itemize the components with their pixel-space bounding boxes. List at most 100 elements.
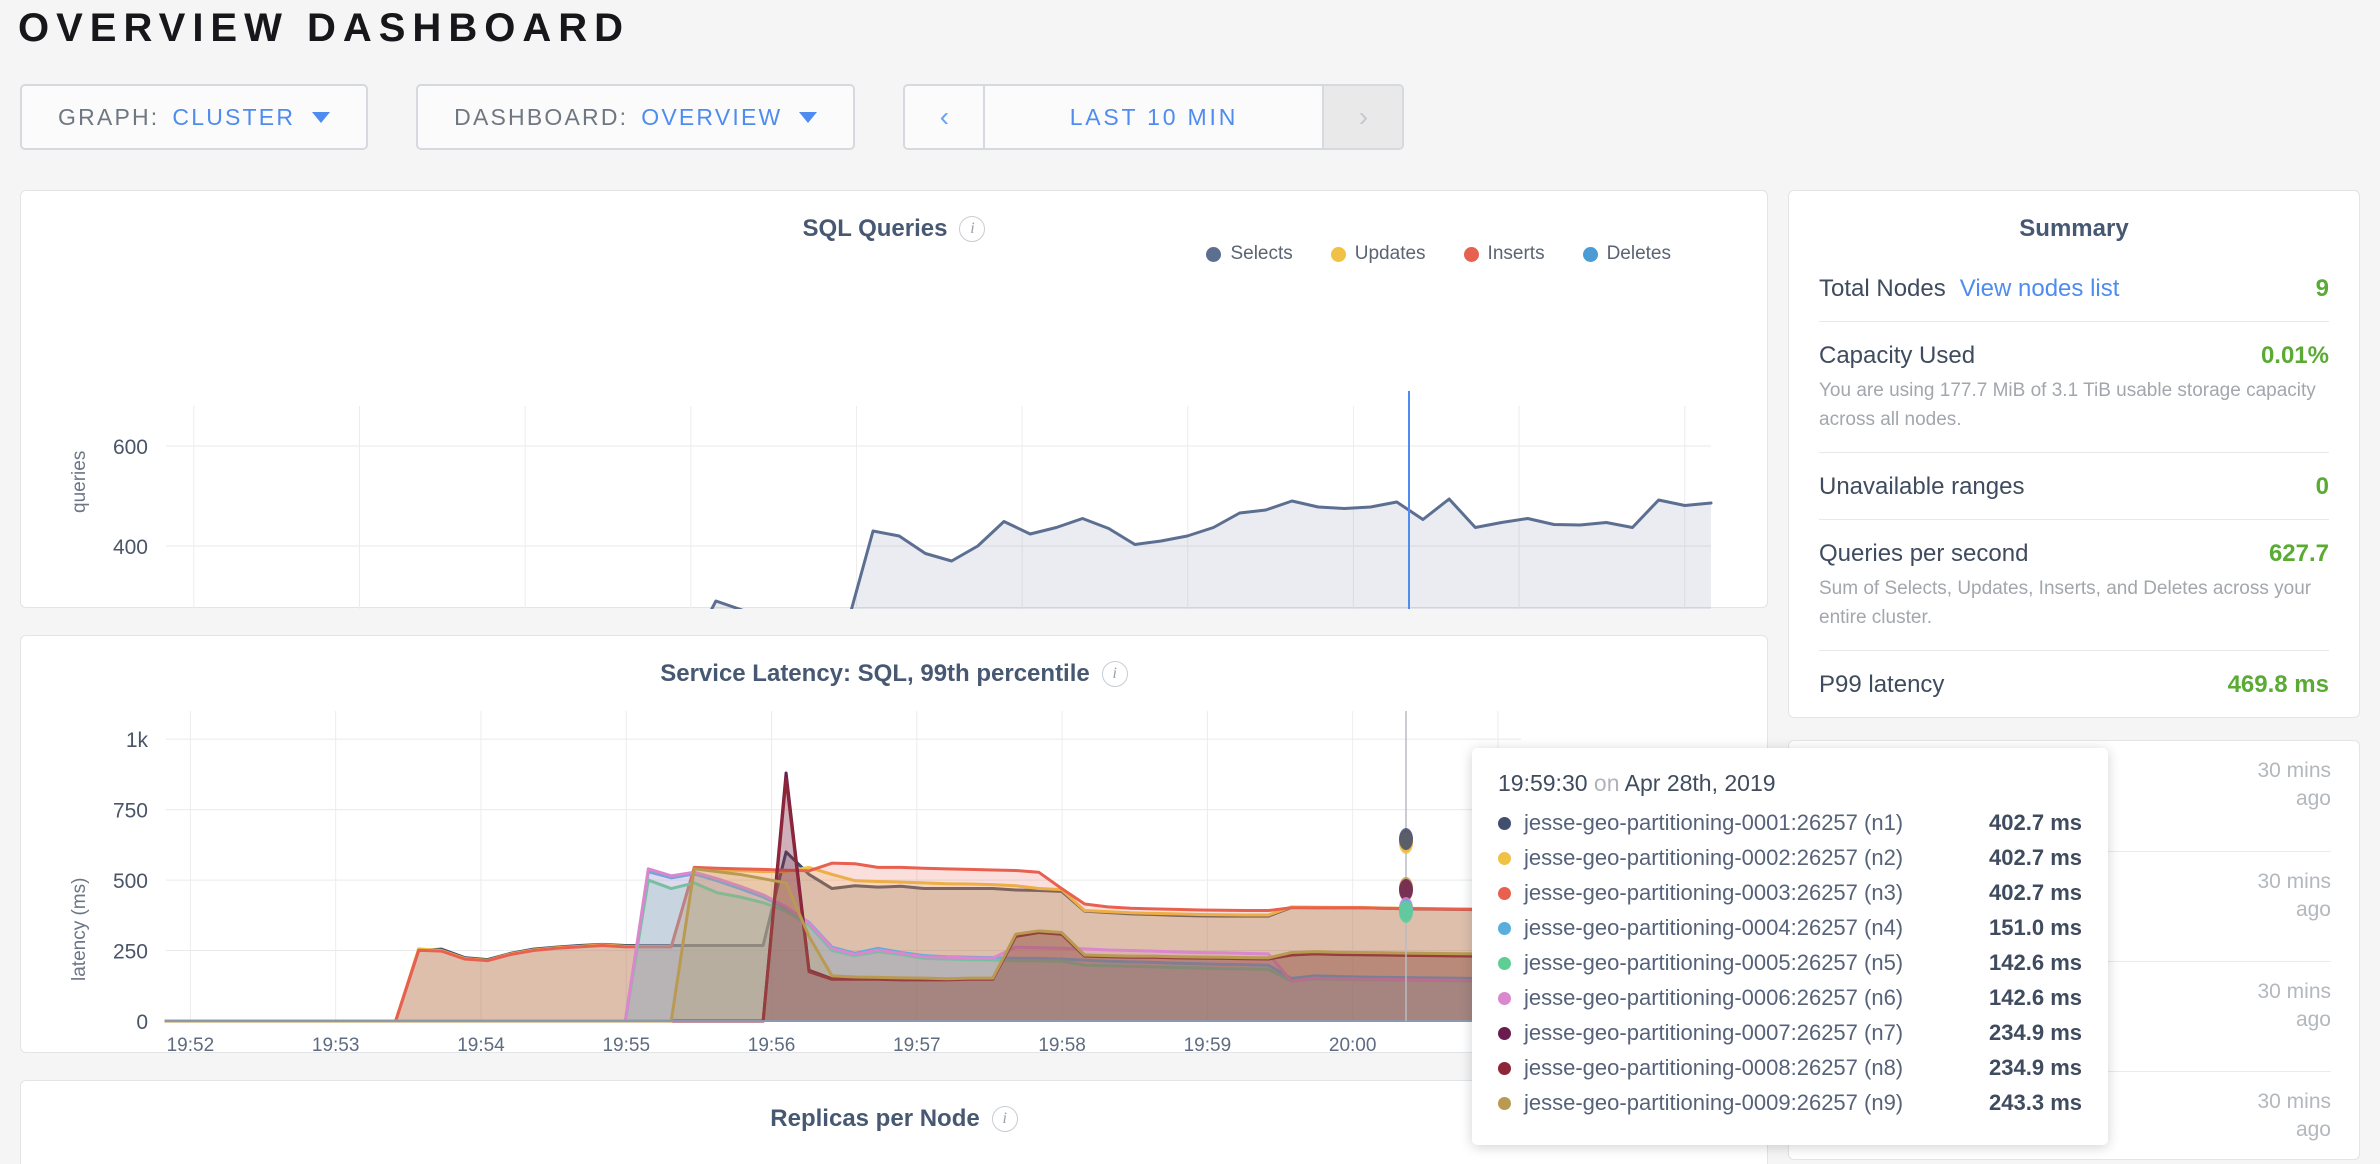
summary-row-queries-per-second: Queries per second 627.7 Sum of Selects,…	[1819, 519, 2329, 650]
x-axis-tick: 20:00	[1329, 1035, 1377, 1054]
summary-description: Sum of Selects, Updates, Inserts, and De…	[1819, 578, 2312, 628]
tooltip-node-value: 402.7 ms	[1989, 810, 2082, 835]
summary-row-unavailable-ranges: Unavailable ranges 0	[1819, 452, 2329, 519]
service-latency-plot[interactable]: 0 250 500 750 1k 19:52 19:53 19:54 19:55 19:56 19:…	[21, 636, 1769, 1054]
summary-label: P99 latency	[1819, 671, 1945, 698]
summary-value: 627.7	[2268, 540, 2329, 567]
tooltip-row: jesse-geo-partitioning-0002:26257 (n2) 40…	[1498, 845, 2082, 871]
tooltip-series-dot	[1498, 991, 1511, 1005]
legend-dot-deletes	[1582, 246, 1598, 262]
tooltip-series-dot	[1498, 1061, 1511, 1075]
page-title: OVERVIEW DASHBOARD	[18, 6, 630, 50]
tooltip-row: jesse-geo-partitioning-0007:26257 (n7) 23…	[1498, 1020, 2082, 1046]
tooltip-node-value: 243.3 ms	[1989, 1090, 2082, 1115]
legend-label-selects: Selects	[1230, 243, 1293, 264]
tooltip-row: jesse-geo-partitioning-0006:26257 (n6) 14…	[1498, 985, 2082, 1011]
tooltip-series-dot	[1498, 956, 1511, 970]
tooltip-node-value: 234.9 ms	[1989, 1020, 2082, 1045]
chart-hover-marker	[1399, 901, 1413, 923]
summary-description: You are using 177.7 MiB of 3.1 TiB usabl…	[1819, 380, 2316, 430]
graph-selector-label: GRAPH:	[58, 103, 160, 130]
x-axis-tick: 19:56	[748, 1035, 796, 1054]
tooltip-row: jesse-geo-partitioning-0001:26257 (n1) 40…	[1498, 810, 2082, 836]
event-time: 30 mins ago	[2257, 870, 2331, 922]
legend-label-inserts: Inserts	[1487, 243, 1545, 264]
time-range-selector: ‹ LAST 10 MIN ›	[903, 84, 1405, 150]
time-range-label[interactable]: LAST 10 MIN	[1069, 103, 1239, 130]
sql-queries-title-row: SQL Queries i	[21, 215, 1767, 243]
x-axis-tick: 19:57	[893, 1035, 941, 1054]
tooltip-node-value: 151.0 ms	[1989, 915, 2082, 940]
x-axis-tick: 19:59	[1184, 1035, 1232, 1054]
tooltip-series-dot	[1498, 816, 1511, 830]
toolbar: GRAPH: CLUSTER DASHBOARD: OVERVIEW ‹ LAS…	[20, 84, 1405, 150]
tooltip-node-name: jesse-geo-partitioning-0006:26257 (n6)	[1524, 985, 1904, 1010]
summary-label: Capacity Used	[1819, 342, 1976, 369]
tooltip-node-value: 234.9 ms	[1989, 1055, 2082, 1080]
tooltip-time: 19:59:30	[1498, 770, 1588, 796]
chevron-down-icon	[799, 111, 818, 123]
summary-row-capacity-used: Capacity Used 0.01% You are using 177.7 …	[1819, 321, 2329, 452]
summary-value: 9	[2315, 275, 2329, 302]
service-latency-title-row: Service Latency: SQL, 99th percentile i	[21, 660, 1767, 688]
info-icon[interactable]: i	[959, 216, 986, 242]
next-range-button[interactable]: ›	[1322, 86, 1403, 148]
tooltip-node-name: jesse-geo-partitioning-0005:26257 (n5)	[1524, 950, 1904, 975]
legend-label-updates: Updates	[1354, 243, 1426, 264]
tooltip-date: Apr 28th, 2019	[1624, 770, 1776, 796]
summary-row-total-nodes: Total Nodes View nodes list 9	[1819, 269, 2329, 321]
summary-label: Unavailable ranges	[1819, 473, 2025, 500]
legend-item-selects[interactable]: Selects	[1206, 243, 1293, 265]
x-axis-tick: 19:52	[167, 1035, 215, 1054]
dashboard-selector[interactable]: DASHBOARD: OVERVIEW	[416, 84, 856, 150]
sql-queries-legend: Selects Updates Inserts Deletes	[1206, 243, 1671, 265]
event-time: 30 mins ago	[2257, 759, 2331, 811]
tooltip-row: jesse-geo-partitioning-0008:26257 (n8) 23…	[1498, 1055, 2082, 1081]
previous-range-button[interactable]: ‹	[905, 86, 986, 148]
graph-selector[interactable]: GRAPH: CLUSTER	[20, 84, 369, 150]
y-axis-tick: 1k	[126, 729, 149, 752]
chart-title-text: Replicas per Node	[770, 1105, 980, 1132]
legend-item-deletes[interactable]: Deletes	[1582, 243, 1671, 265]
sql-queries-plot[interactable]: 020040060019:5219:5319:5419:5519:5619:57…	[21, 191, 1769, 609]
chart-title-text: Service Latency: SQL, 99th percentile	[660, 660, 1090, 687]
tooltip-row: jesse-geo-partitioning-0005:26257 (n5) 14…	[1498, 950, 2082, 976]
event-time: 30 mins ago	[2257, 1090, 2331, 1142]
tooltip-node-name: jesse-geo-partitioning-0008:26257 (n8)	[1524, 1055, 1904, 1080]
x-axis-tick: 19:58	[1038, 1035, 1086, 1054]
dashboard-selector-label: DASHBOARD:	[454, 103, 629, 130]
y-axis-tick: 600	[113, 436, 148, 459]
tooltip-node-name: jesse-geo-partitioning-0003:26257 (n3)	[1524, 880, 1904, 905]
y-axis-tick: 500	[113, 870, 148, 893]
chart-hover-marker	[1399, 828, 1413, 850]
tooltip-node-value: 402.7 ms	[1989, 845, 2082, 870]
summary-value: 0.01%	[2260, 342, 2329, 369]
tooltip-series-dot	[1498, 1026, 1511, 1040]
tooltip-series-dot	[1498, 886, 1511, 900]
summary-card: Summary Total Nodes View nodes list 9 Ca…	[1788, 190, 2360, 718]
tooltip-node-name: jesse-geo-partitioning-0009:26257 (n9)	[1524, 1090, 1904, 1115]
graph-selector-value: CLUSTER	[172, 103, 296, 130]
legend-item-inserts[interactable]: Inserts	[1463, 243, 1545, 265]
summary-value: 0	[2315, 473, 2329, 500]
tooltip-row: jesse-geo-partitioning-0009:26257 (n9) 24…	[1498, 1090, 2082, 1116]
view-nodes-list-link[interactable]: View nodes list	[1959, 275, 2120, 302]
tooltip-node-name: jesse-geo-partitioning-0002:26257 (n2)	[1524, 845, 1904, 870]
tooltip-node-name: jesse-geo-partitioning-0007:26257 (n7)	[1524, 1020, 1904, 1045]
info-icon[interactable]: i	[991, 1106, 1018, 1132]
tooltip-timestamp: 19:59:30 on Apr 28th, 2019	[1498, 770, 2082, 797]
series-line-selects	[710, 497, 1713, 609]
y-axis-tick: 750	[113, 800, 148, 823]
legend-dot-inserts	[1463, 246, 1479, 262]
dashboard-selector-value: OVERVIEW	[641, 103, 783, 130]
tooltip-series-dot	[1498, 851, 1511, 865]
y-axis-tick: 0	[136, 1011, 148, 1034]
tooltip-node-value: 142.6 ms	[1989, 950, 2082, 975]
tooltip-on-word: on	[1593, 770, 1620, 796]
legend-dot-selects	[1206, 246, 1222, 262]
info-icon[interactable]: i	[1101, 661, 1128, 687]
x-axis-tick: 19:54	[457, 1035, 505, 1054]
legend-item-updates[interactable]: Updates	[1330, 243, 1426, 265]
tooltip-node-name: jesse-geo-partitioning-0001:26257 (n1)	[1524, 810, 1904, 835]
